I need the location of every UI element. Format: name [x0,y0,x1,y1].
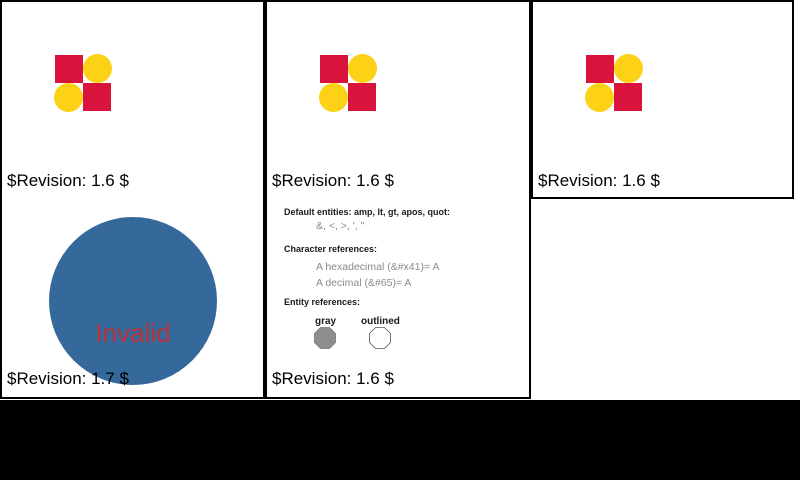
red-square-top-left [586,55,614,83]
default-entities-header: Default entities: amp, lt, gt, apos, quo… [284,207,451,217]
outlined-octagon-icon [369,327,391,349]
gold-circle-top-right [83,54,112,83]
revision-text-bottom: $Revision: 1.7 $ [7,369,129,388]
gray-octagon-label: gray [315,316,337,327]
entity-references-header: Entity references: [284,297,361,307]
outlined-octagon-label: outlined [361,316,400,327]
gold-circle-top-right [614,54,643,83]
red-square-bottom-right [614,83,642,111]
test-panel-right: $Revision: 1.6 $ [531,0,794,199]
crimson-gold-pattern [54,54,112,112]
test-panel-middle: $Revision: 1.6 $ Default entities: amp, … [265,0,531,399]
gold-circle-bottom-left [54,83,83,112]
invalid-label: Invalid [95,318,171,348]
crimson-gold-pattern [319,54,377,112]
gray-octagon-icon [314,327,336,349]
character-references-header: Character references: [284,244,378,254]
default-entities-values: &, <, >, ', " [316,220,365,232]
gold-circle-bottom-left [585,83,614,112]
red-square-top-left [320,55,348,83]
red-square-top-left [55,55,83,83]
red-square-bottom-right [348,83,376,111]
gold-circle-top-right [348,54,377,83]
decimal-reference-line: A decimal (&#65)= A [316,277,412,289]
crimson-gold-pattern [585,54,643,112]
gold-circle-bottom-left [319,83,348,112]
revision-text-bottom: $Revision: 1.6 $ [272,369,394,388]
hexadecimal-reference-line: A hexadecimal (&#x41)= A [316,261,440,273]
bottom-black-region [0,400,800,480]
revision-text-top: $Revision: 1.6 $ [538,171,660,190]
invalid-marker-circle [49,217,217,385]
test-panel-left: $Revision: 1.6 $ Invalid $Revision: 1.7 … [0,0,265,399]
revision-text-top: $Revision: 1.6 $ [7,171,129,190]
red-square-bottom-right [83,83,111,111]
revision-text-top: $Revision: 1.6 $ [272,171,394,190]
